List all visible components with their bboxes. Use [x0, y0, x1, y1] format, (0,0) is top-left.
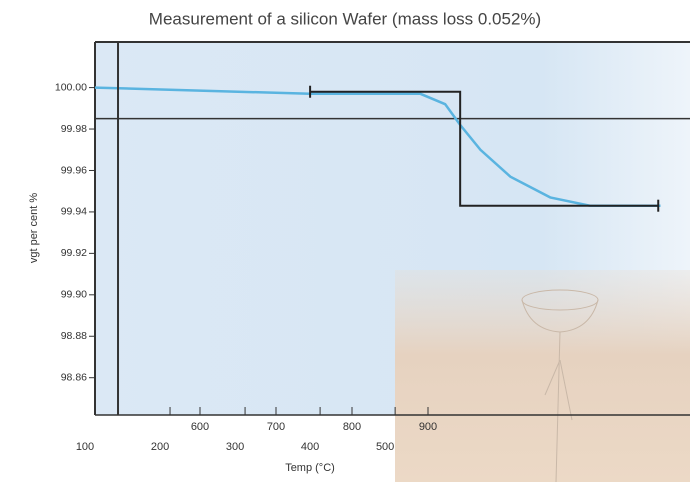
x-tick-label: 300: [226, 441, 244, 453]
photo: [395, 270, 690, 482]
y-tick-label: 99.98: [61, 123, 87, 135]
y-axis-label: vgt per cent %: [28, 193, 40, 264]
x-tick-label: 900: [419, 421, 437, 433]
y-tick-label: 100.00: [55, 81, 87, 93]
x-tick-label: 800: [343, 421, 361, 433]
step-line: [310, 90, 659, 207]
x-axis-label: Temp (°C): [285, 462, 335, 474]
photo-detail: [521, 289, 599, 482]
x-tick-label: 100: [76, 441, 94, 453]
y-tick-label: 99.94: [61, 206, 87, 218]
y-tick-label: 98.86: [61, 371, 87, 383]
y-tick-label: 99.92: [61, 247, 87, 259]
curve: [95, 86, 661, 207]
y-tick-label: 99.90: [61, 289, 87, 301]
x-tick-label: 500: [376, 441, 394, 453]
y-tick-label: 99.96: [61, 164, 87, 176]
y-tick-label: 98.88: [61, 330, 87, 342]
x-tick-label: 600: [191, 421, 209, 433]
chart-title: Measurement of a silicon Wafer (mass los…: [149, 9, 541, 28]
x-tick-label: 700: [267, 421, 285, 433]
x-tick-label: 400: [301, 441, 319, 453]
plot-lines: [95, 85, 690, 212]
x-tick-label: 200: [151, 441, 169, 453]
